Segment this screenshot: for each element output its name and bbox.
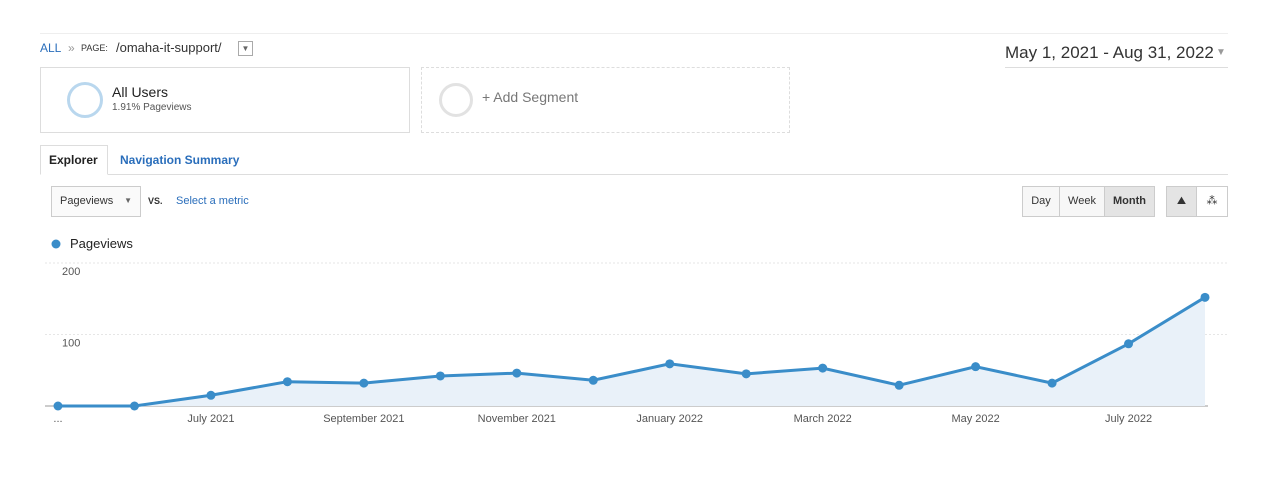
- point: [129, 401, 139, 411]
- x-tick-label: May 2022: [951, 413, 999, 425]
- x-tick-label: July 2021: [187, 413, 234, 425]
- add-segment-ring: [439, 83, 473, 117]
- point: [435, 371, 445, 381]
- page-dropdown[interactable]: ▼: [238, 41, 253, 56]
- point: [512, 368, 522, 378]
- add-segment[interactable]: + Add Segment: [482, 89, 579, 105]
- segment-ring: [67, 82, 103, 118]
- add-segment-card[interactable]: [421, 67, 790, 133]
- legend-dot: [51, 239, 61, 249]
- point: [665, 359, 675, 369]
- area: [58, 297, 1205, 406]
- line-chart-button[interactable]: ⛰: [1166, 186, 1197, 217]
- point: [588, 375, 598, 385]
- y-tick-label: 100: [62, 338, 80, 350]
- metric-name: Pageviews: [60, 195, 114, 207]
- legend-label: Pageviews: [70, 236, 133, 251]
- tab-explorer[interactable]: Explorer: [49, 153, 98, 167]
- line: [58, 296, 1206, 408]
- x-tick-label: July 2022: [1105, 413, 1152, 425]
- x-tick-label: March 2022: [794, 413, 852, 425]
- tab-active[interactable]: [40, 145, 108, 175]
- point: [359, 378, 369, 388]
- tab-navigation[interactable]: Navigation Summary: [120, 153, 240, 167]
- vs-label: VS.: [148, 196, 163, 206]
- breadcrumb-all[interactable]: ALL: [40, 41, 62, 55]
- y-tick-label: 200: [62, 266, 80, 278]
- point: [971, 362, 981, 372]
- week-button[interactable]: Week: [1059, 186, 1105, 217]
- point: [53, 401, 63, 411]
- point: [206, 390, 216, 400]
- segment-detail: 1.91% Pageviews: [112, 102, 192, 113]
- top-rule: [40, 33, 1228, 34]
- x-tick-label: September 2021: [323, 413, 404, 425]
- point: [894, 380, 904, 390]
- date-rule: [1005, 67, 1228, 68]
- tab-rule: [108, 174, 1228, 175]
- month-button[interactable]: Month: [1104, 186, 1155, 217]
- x-tick-label: November 2021: [478, 413, 556, 425]
- point: [1047, 378, 1057, 388]
- day-button[interactable]: Day: [1022, 186, 1060, 217]
- breadcrumb-sep: »: [68, 41, 75, 55]
- point: [818, 363, 828, 373]
- point: [741, 369, 751, 379]
- segment-name: All Users: [112, 84, 169, 100]
- segment-card[interactable]: [40, 67, 410, 133]
- page-path: /omaha-it-support/: [116, 40, 222, 55]
- x-tick-label: ...: [53, 413, 62, 425]
- metric-select[interactable]: Pageviews ▼: [51, 186, 141, 217]
- select-metric[interactable]: Select a metric: [176, 195, 249, 207]
- x-tick-label: January 2022: [636, 413, 703, 425]
- date-range[interactable]: May 1, 2021 - Aug 31, 2022: [1005, 43, 1214, 62]
- motion-chart-button[interactable]: ⁂: [1196, 186, 1228, 217]
- point: [282, 377, 292, 387]
- point: [1200, 292, 1210, 302]
- page-label: PAGE:: [81, 43, 108, 53]
- point: [1124, 339, 1134, 349]
- date-caret[interactable]: ▼: [1216, 47, 1226, 58]
